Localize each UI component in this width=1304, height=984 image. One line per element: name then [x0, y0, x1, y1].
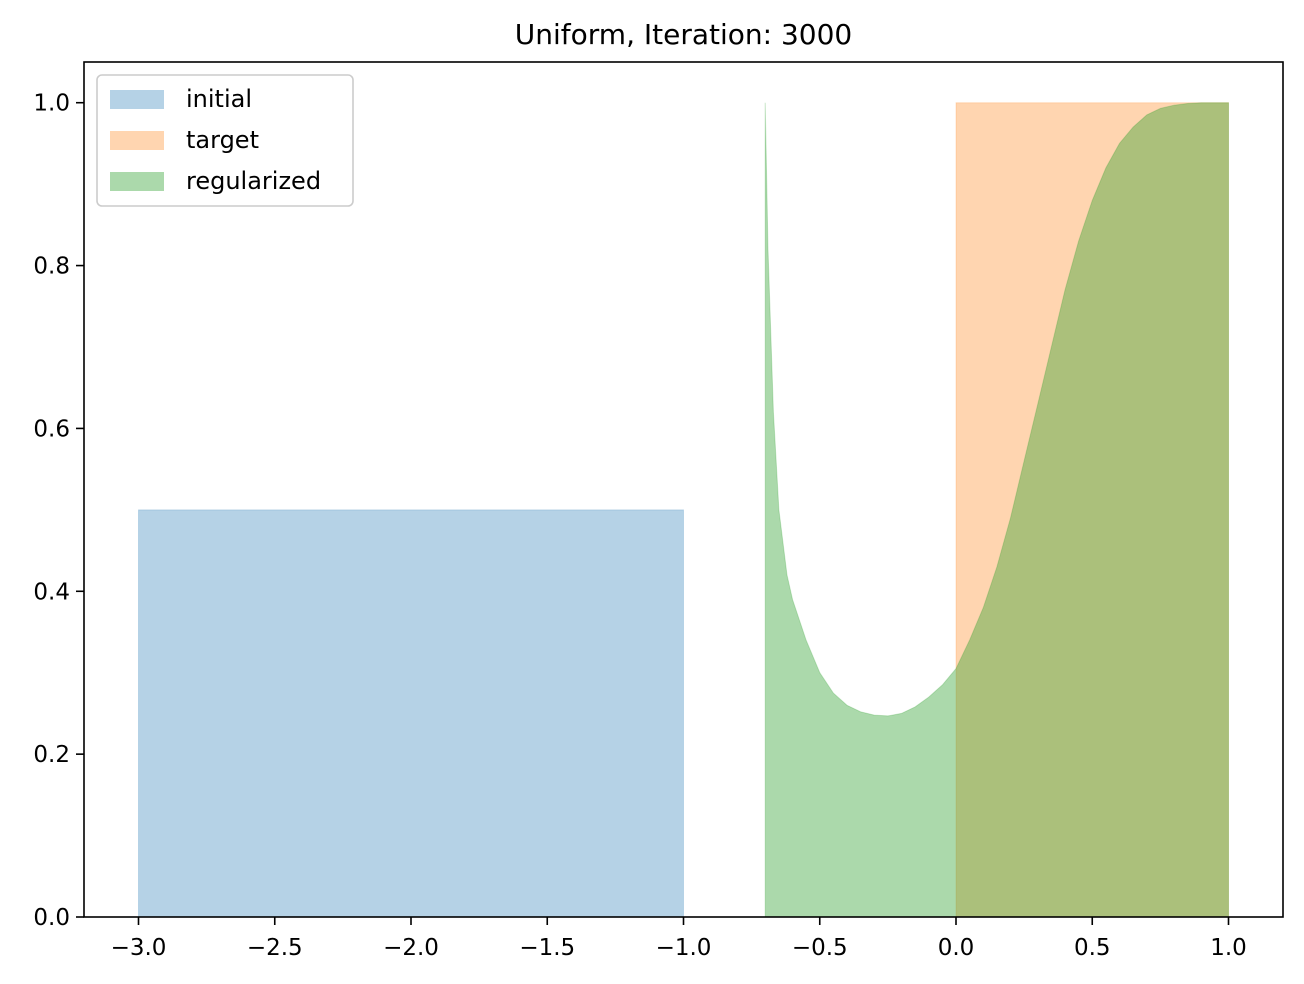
y-tick-label: 0.8: [33, 254, 70, 280]
series-area-regularized: [764, 102, 1229, 918]
x-tick-label: −1.0: [656, 935, 712, 961]
series-layer: [138, 102, 1229, 918]
x-axis: −3.0 −2.5 −2.0 −1.5 −1.0 −0.5 0.0 0.5 1.0: [111, 917, 1247, 961]
legend: initial target regularized: [96, 74, 354, 207]
x-tick-label: −0.5: [792, 935, 848, 961]
y-axis: 0.0 0.2 0.4 0.6 0.8 1.0: [33, 91, 84, 931]
x-tick-label: −2.0: [383, 935, 439, 961]
x-tick-label: −2.5: [247, 935, 303, 961]
x-tick-label: 0.5: [1074, 935, 1111, 961]
x-tick-label: −3.0: [111, 935, 167, 961]
legend-swatch-initial: [110, 90, 164, 109]
legend-swatch-target: [110, 131, 164, 150]
series-area-initial: [138, 509, 684, 918]
legend-box: [96, 74, 354, 207]
y-tick-label: 0.0: [33, 905, 70, 931]
x-tick-label: −1.5: [519, 935, 575, 961]
legend-swatch-regularized: [110, 172, 164, 191]
y-tick-label: 1.0: [33, 91, 70, 117]
x-tick-label: 1.0: [1210, 935, 1247, 961]
y-tick-label: 0.6: [33, 416, 70, 442]
x-tick-label: 0.0: [938, 935, 975, 961]
legend-label-initial: initial: [186, 85, 252, 113]
y-tick-label: 0.4: [33, 579, 70, 605]
chart-title: Uniform, Iteration: 3000: [515, 18, 852, 51]
y-tick-label: 0.2: [33, 742, 70, 768]
legend-label-regularized: regularized: [186, 167, 321, 195]
legend-label-target: target: [186, 126, 259, 154]
